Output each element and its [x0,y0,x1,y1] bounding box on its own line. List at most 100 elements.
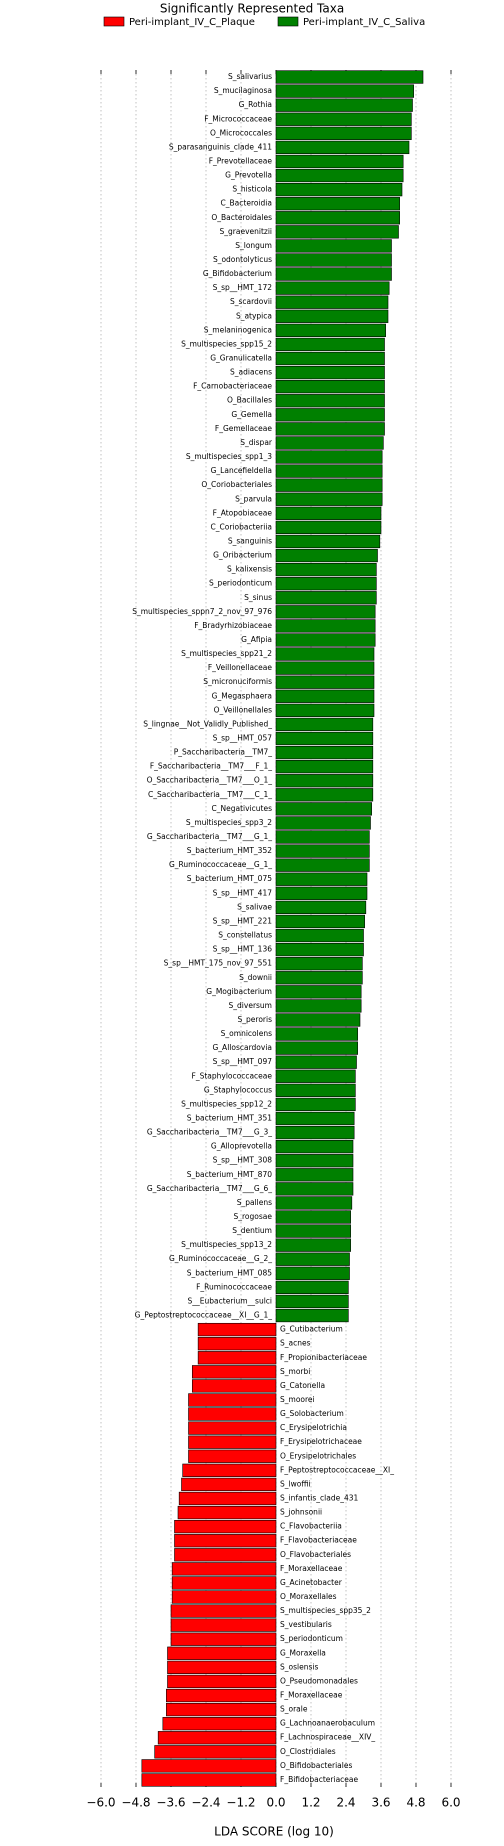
bar-label: S_multispecies_spp35_2 [280,1606,371,1615]
bar [275,957,363,971]
bar [188,1435,277,1449]
bar [275,253,392,267]
bar [275,886,368,900]
bar-label: F_Lachnospiraceae__XIV_ [280,1733,375,1742]
bar-label: S_omnicolens [221,1029,272,1038]
bar [275,380,385,394]
legend-label: Peri-implant_IV_C_Plaque [129,17,255,28]
bar-label: S_orale [280,1705,308,1714]
bar [275,619,376,633]
bar-label: O_Bacillales [227,396,272,405]
bar-label: S_sinus [244,593,272,602]
bar [275,182,403,197]
bar [275,1125,355,1140]
bar-label: S_multispecies_spp13_2 [181,1240,272,1249]
bar-label: S_odontolyticus [213,255,272,264]
bar [275,1266,350,1280]
bar [275,436,384,450]
bar [275,534,381,549]
bar-label: F_Ruminococcaceae [196,1282,272,1291]
bar [171,1590,277,1604]
bar [275,1055,357,1069]
bar-label: F_Moraxellaceae [280,1691,343,1700]
bar [275,351,385,366]
x-tick-label: −6.0 [86,1796,115,1810]
bar-label: F_Moraxellaceae [280,1564,343,1573]
bar [275,408,385,422]
bar [275,422,385,436]
bar [275,633,376,647]
bar [275,1168,354,1182]
x-tick-label: −3.6 [156,1796,185,1810]
bar-label: F_Peptostreptococcaceae__XI_ [280,1465,394,1474]
bar [188,1393,277,1407]
bar [170,1604,277,1618]
bar-label: S_multispecies_spp12_2 [181,1099,272,1108]
legend-swatch [277,16,299,27]
bar [275,802,372,816]
bar [275,872,368,886]
bar [275,731,374,746]
bar [275,1140,354,1154]
bar [170,1632,277,1646]
bar-label: S_parvula [235,494,272,503]
bar [275,197,400,211]
bar-label: O_Coriobacteriales [201,480,272,489]
bar-label: G_Lachnoanaerobaculum [280,1719,375,1728]
bar [275,309,389,323]
bar-label: S_dentium [232,1226,272,1235]
bar-label: C_Saccharibacteria__TM7___C_1_ [148,790,272,799]
bar-label: F_Flavobacteriaceae [280,1536,357,1545]
bar-label: O_Bifidobacteriales [280,1761,352,1770]
bar-label: G_Solobacterium [280,1409,344,1418]
bar-label: S_mucilaginosa [214,86,272,95]
bar [170,1618,277,1632]
bar-label: S_sanguinis [228,536,272,545]
bar-label: S__Eubacterium__sulci [188,1296,272,1305]
bar [141,1773,277,1787]
bar-label: F_Micrococcaceae [204,114,272,123]
bar [141,1759,277,1773]
bar [275,492,383,506]
bar-label: S_sp__HMT_417 [213,888,273,897]
bar [275,647,375,661]
bar-label: G_Acinetobacter [280,1578,343,1587]
bar [167,1646,277,1660]
bar-label: S_sp__HMT_057 [213,734,273,743]
bar [275,971,363,985]
bar-label: S_morbi [280,1367,310,1376]
bar-label: F_Atopobiaceae [213,508,273,517]
bar-label: F_Prevotellaceae [209,156,273,165]
bar-label: G_Rothia [239,100,272,109]
bar-label: S_oslensis [280,1662,318,1671]
bar-label: S_graevenitzii [220,227,273,236]
bar-label: G_Alloscardovia [213,1043,273,1052]
bar-label: S_moorei [280,1395,315,1404]
bar-label: S_multispecies_spp21_2 [181,649,272,658]
bar [275,337,385,352]
bar-label: S_sp__HMT_097 [213,1057,273,1066]
bar [275,323,386,337]
bar-label: S_sp__HMT_136 [213,945,273,954]
bar-label: S_lwoffii [280,1479,311,1488]
bar-label: G_Ruminococcaceae__G_1_ [169,860,272,869]
bar-label: S_salivae [237,902,272,911]
bar [275,830,370,844]
bar-label: G_Bifidobacterium [203,269,272,278]
bar-label: S_bacterium_HMT_075 [187,874,273,883]
bar [167,1674,277,1689]
bar [171,1576,277,1590]
bar-label: S_histicola [232,185,272,194]
bar-label: S_adiacens [230,368,272,377]
bar [275,858,370,872]
bar [171,1562,277,1576]
x-tick-label: 1.2 [301,1796,320,1810]
bar-label: O_Moraxellales [280,1592,337,1601]
bar-label: S_parasanguinis_clade_411 [169,142,272,151]
bar-label: C_Flavobacteriia [280,1522,342,1531]
x-tick-label: −1.2 [226,1796,255,1810]
bar-label: C_Coriobacteriia [211,522,272,531]
bar-label: S_lingnae__Not_Validly_Published_ [143,719,272,728]
bar-label: S_dispar [240,438,273,447]
x-axis-label: LDA SCORE (log 10) [214,1825,334,1839]
